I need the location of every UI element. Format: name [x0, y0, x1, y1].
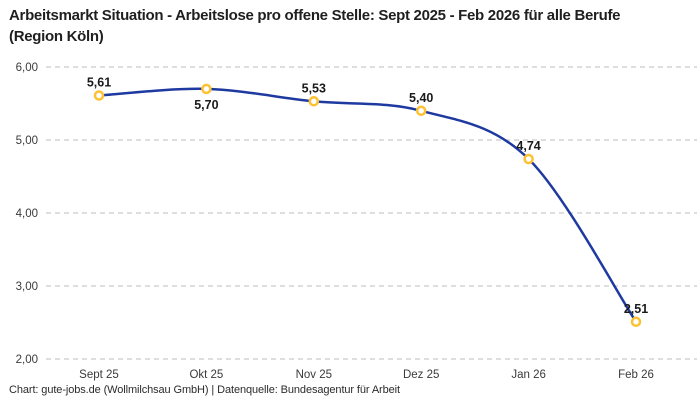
x-axis-tick-label: Jan 26 — [511, 369, 546, 381]
y-axis-tick-label: 6,00 — [16, 62, 38, 74]
y-axis-tick-label: 5,00 — [16, 135, 38, 147]
x-axis-tick-label: Sept 25 — [79, 369, 119, 381]
y-axis-tick-label: 3,00 — [16, 281, 38, 293]
data-point-marker — [93, 90, 105, 101]
data-line — [98, 87, 638, 323]
chart-title: Arbeitsmarkt Situation - Arbeitslose pro… — [9, 7, 621, 45]
y-axis-tick-label: 2,00 — [16, 354, 38, 366]
data-point-marker — [415, 105, 427, 117]
x-axis-tick-label: Dez 25 — [403, 369, 439, 381]
y-axis-tick-label: 4,00 — [16, 208, 38, 220]
data-point-marker — [523, 153, 534, 165]
data-point-label: 5,70 — [194, 98, 218, 112]
x-axis-tick-label: Feb 26 — [618, 369, 654, 381]
data-point-label: 4,74 — [516, 139, 540, 153]
data-point-label: 5,53 — [302, 81, 326, 95]
x-axis-tick-label: Nov 25 — [296, 369, 332, 381]
data-point-marker — [201, 83, 212, 95]
data-point-label: 5,40 — [409, 91, 433, 105]
data-point-label: 2,51 — [624, 302, 648, 316]
data-point-marker — [630, 316, 642, 328]
data-point-label: 5,61 — [87, 76, 111, 90]
x-axis-tick-label: Okt 25 — [189, 369, 223, 381]
chart-attribution: Chart: gute-jobs.de (Wollmilchsau GmbH) … — [9, 384, 400, 396]
data-point-marker — [308, 96, 320, 107]
